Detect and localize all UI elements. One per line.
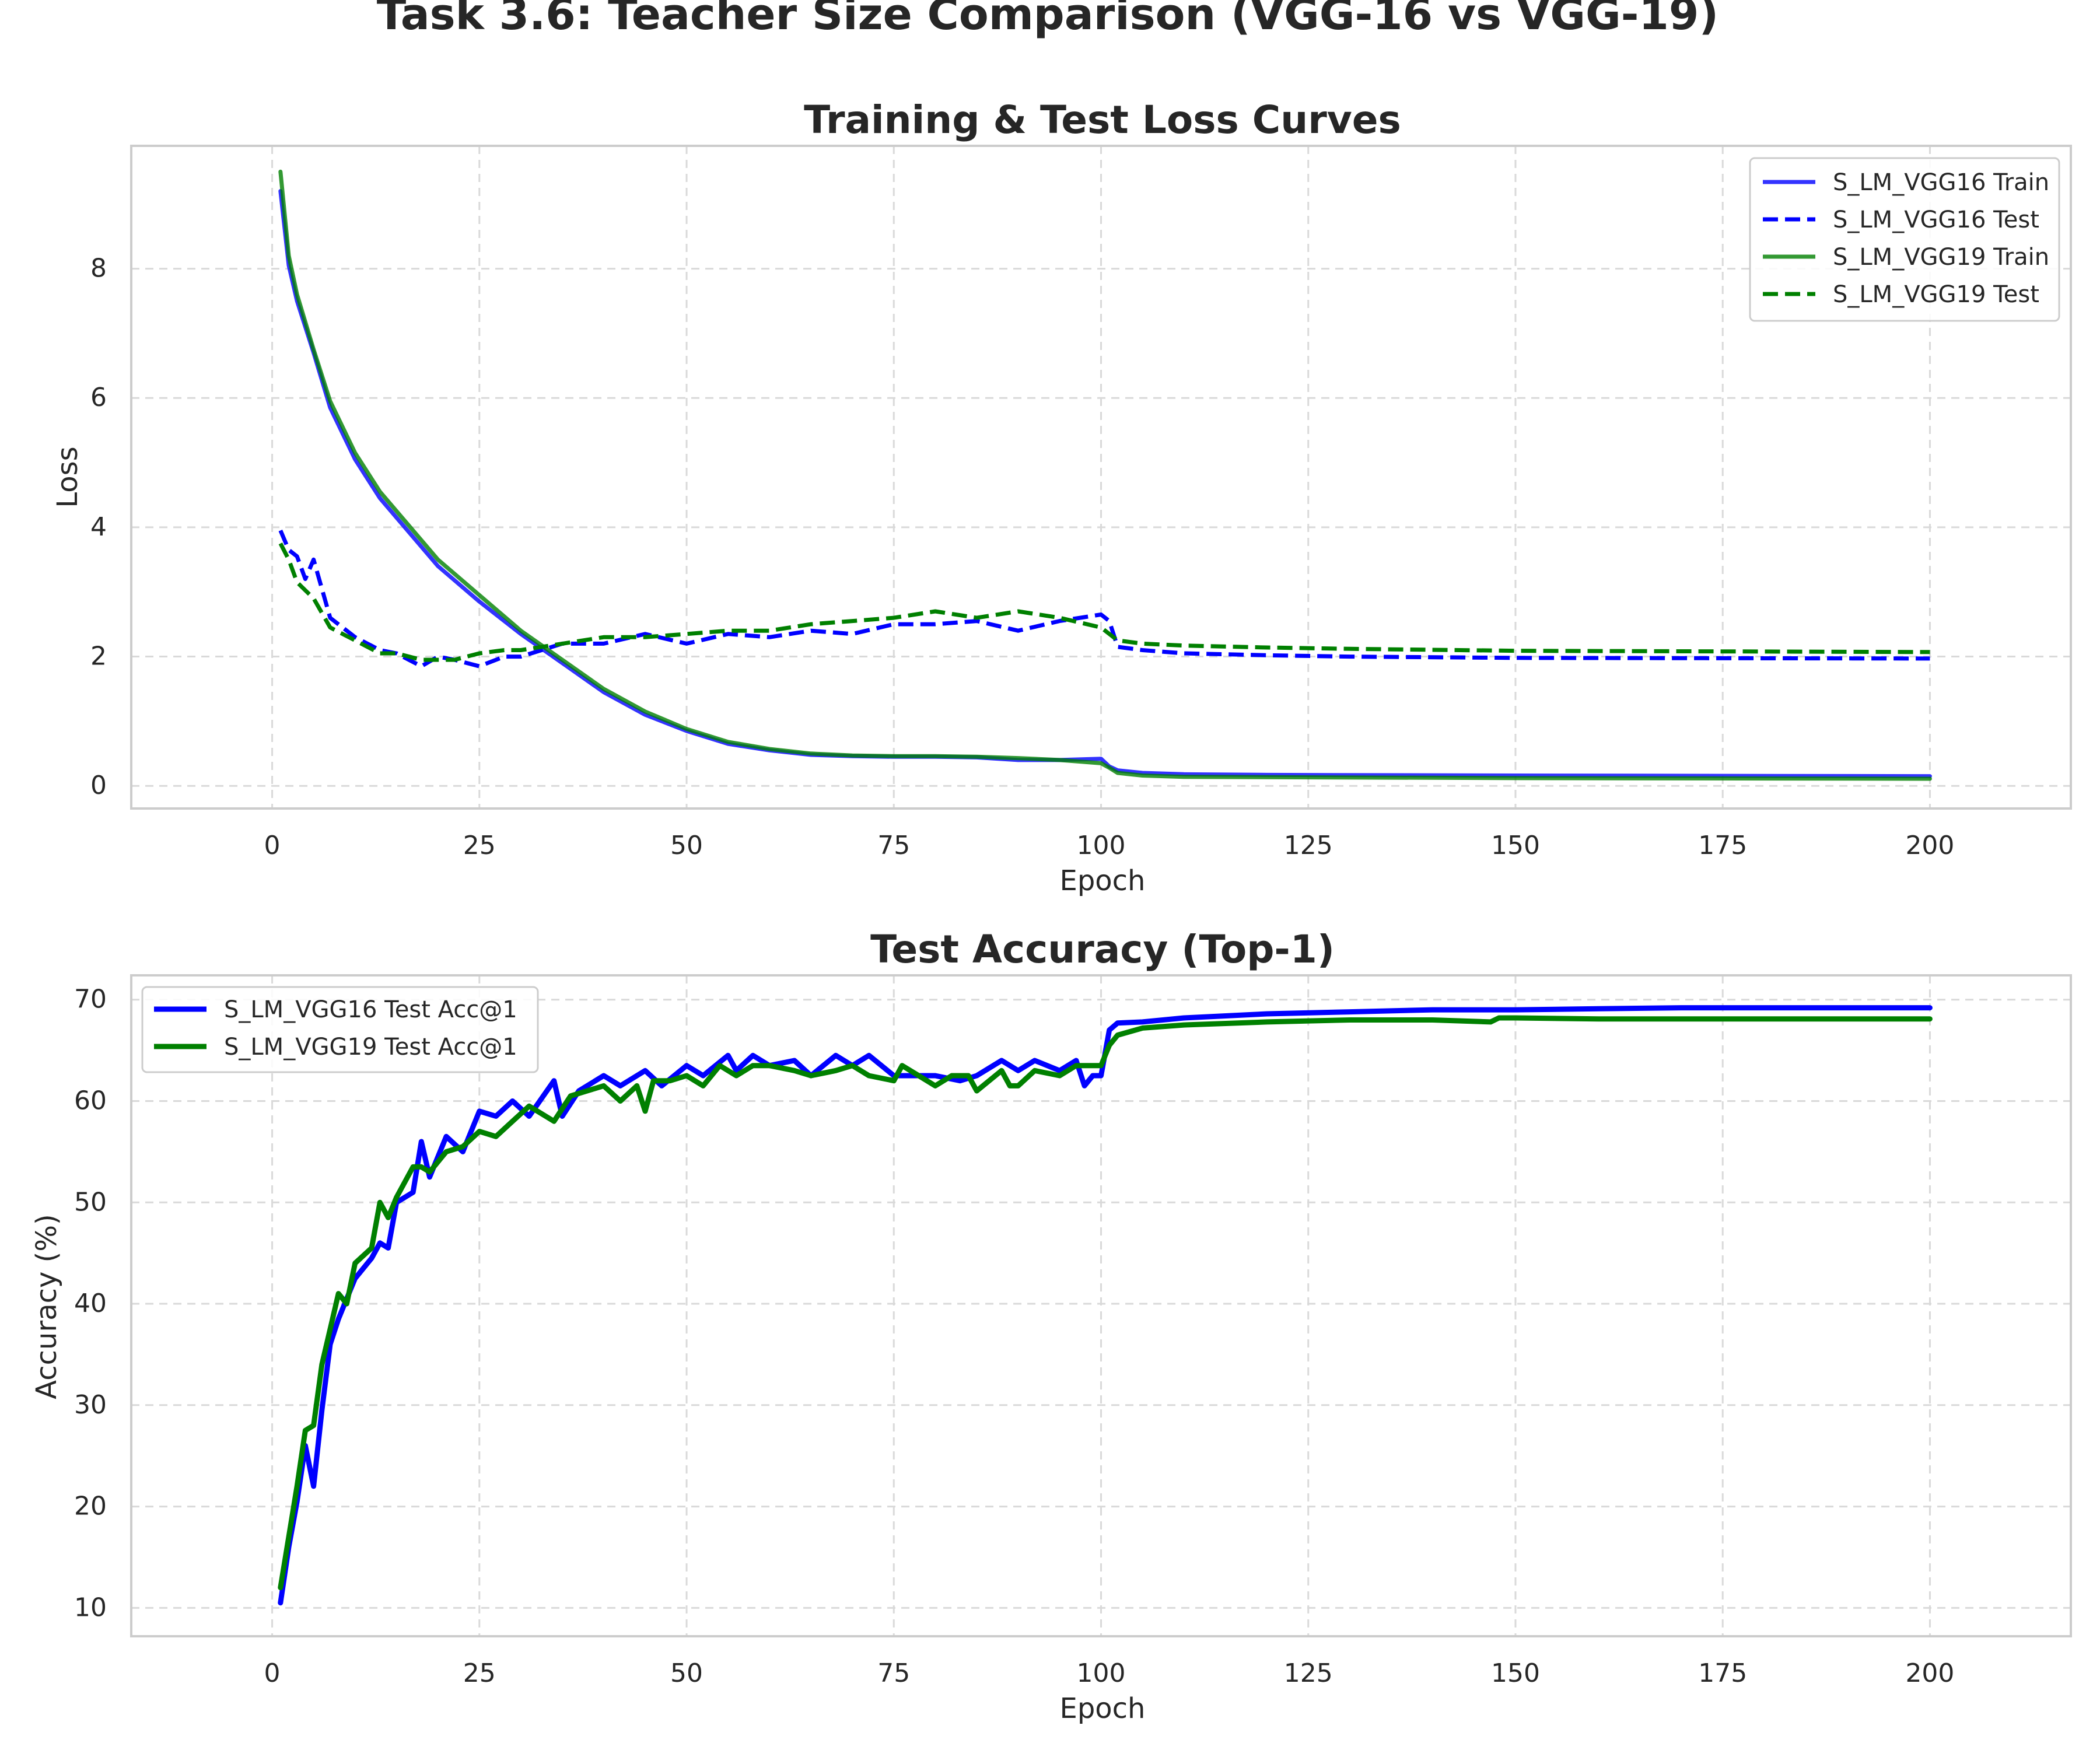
accuracy-x-axis-label: Epoch: [1060, 1692, 1146, 1725]
loss-x-tick-label: 50: [670, 831, 703, 860]
loss-panel-title: Training & Test Loss Curves: [804, 97, 1401, 142]
legend-label-s-lm-vgg19-test: S_LM_VGG19 Test: [1833, 281, 2039, 308]
accuracy-panel: Test Accuracy (Top-1) 0 25 50 75 100 125 150 17…: [30, 927, 2072, 1725]
loss-x-tick-label: 100: [1077, 831, 1126, 860]
loss-series-group: [278, 169, 1932, 781]
accuracy-y-tick-labels: 10 20 30 40 50 60 70: [74, 985, 107, 1623]
series-line-s-lm-vgg19-test: [278, 542, 1930, 662]
legend-label-s-lm-vgg19-train: S_LM_VGG19 Train: [1833, 244, 2049, 271]
loss-x-tick-label: 25: [463, 831, 496, 860]
loss-x-tick-label: 150: [1491, 831, 1540, 860]
accuracy-y-tick-label: 50: [74, 1187, 107, 1217]
legend-label-s-lm-vgg16-test: S_LM_VGG16 Test: [1833, 206, 2039, 233]
series-line-s-lm-vgg19-train: [278, 169, 1932, 781]
accuracy-gridlines: [131, 975, 2071, 1636]
loss-y-axis-label: Loss: [51, 446, 84, 508]
accuracy-y-tick-label: 10: [74, 1592, 107, 1622]
accuracy-x-tick-label: 175: [1698, 1658, 1747, 1688]
series-line-s-lm-vgg19-test-acc-1: [278, 1015, 1933, 1591]
loss-x-tick-label: 125: [1284, 831, 1333, 860]
accuracy-x-tick-label: 125: [1284, 1658, 1333, 1688]
accuracy-x-tick-label: 200: [1905, 1658, 1954, 1688]
loss-y-tick-label: 2: [90, 642, 107, 671]
loss-y-tick-label: 8: [90, 254, 107, 284]
accuracy-x-tick-label: 150: [1491, 1658, 1540, 1688]
loss-x-axis-label: Epoch: [1060, 864, 1146, 897]
loss-panel: Training & Test Loss Curves 0 25 50 75 100 12…: [51, 97, 2072, 897]
series-line-s-lm-vgg16-train: [278, 189, 1932, 779]
accuracy-x-tick-label: 25: [463, 1658, 496, 1688]
loss-y-tick-labels: 0 2 4 6 8: [90, 254, 107, 801]
accuracy-y-axis-label: Accuracy (%): [30, 1214, 63, 1399]
accuracy-y-tick-label: 30: [74, 1390, 107, 1420]
loss-x-tick-label: 200: [1905, 831, 1954, 860]
accuracy-y-tick-label: 20: [74, 1492, 107, 1521]
accuracy-panel-title: Test Accuracy (Top-1): [870, 927, 1335, 972]
loss-x-tick-label: 75: [877, 831, 910, 860]
accuracy-legend-box: [141, 986, 539, 1073]
accuracy-x-tick-label: 100: [1077, 1658, 1126, 1688]
accuracy-x-tick-label: 75: [877, 1658, 910, 1688]
loss-y-tick-label: 4: [90, 512, 107, 542]
loss-y-tick-label: 6: [90, 383, 107, 412]
accuracy-y-tick-label: 70: [74, 985, 107, 1014]
accuracy-plot-frame: [130, 974, 2072, 1637]
series-line-s-lm-vgg16-test-acc-1: [278, 1005, 1933, 1606]
loss-x-tick-label: 175: [1698, 831, 1747, 860]
figure-title: Task 3.6: Teacher Size Comparison (VGG-1…: [377, 0, 1718, 40]
accuracy-x-tick-label: 50: [670, 1658, 703, 1688]
accuracy-y-tick-label: 60: [74, 1086, 107, 1115]
accuracy-x-tick-label: 0: [264, 1658, 281, 1688]
loss-x-tick-label: 0: [264, 831, 281, 860]
accuracy-legend: S_LM_VGG16 Test Acc@1 S_LM_VGG19 Test Acc…: [141, 986, 539, 1073]
series-line-s-lm-vgg16-test: [278, 530, 1930, 668]
legend-label-s-lm-vgg19-test-acc-1: S_LM_VGG19 Test Acc@1: [224, 1034, 517, 1060]
accuracy-y-tick-label: 40: [74, 1289, 107, 1318]
loss-legend-box: [1749, 157, 2060, 322]
loss-x-tick-labels: 0 25 50 75 100 125 150 175 200: [264, 831, 1955, 860]
loss-plot-frame: [130, 145, 2072, 810]
accuracy-series-group: [278, 1005, 1933, 1606]
loss-gridlines: [131, 146, 2071, 808]
legend-label-s-lm-vgg16-train: S_LM_VGG16 Train: [1833, 169, 2049, 196]
loss-legend: S_LM_VGG16 Train S_LM_VGG16 Test S_LM_VGG1…: [1749, 157, 2060, 322]
loss-y-tick-label: 0: [90, 771, 107, 800]
legend-label-s-lm-vgg16-test-acc-1: S_LM_VGG16 Test Acc@1: [224, 996, 517, 1023]
accuracy-x-tick-labels: 0 25 50 75 100 125 150 175 200: [264, 1658, 1955, 1688]
